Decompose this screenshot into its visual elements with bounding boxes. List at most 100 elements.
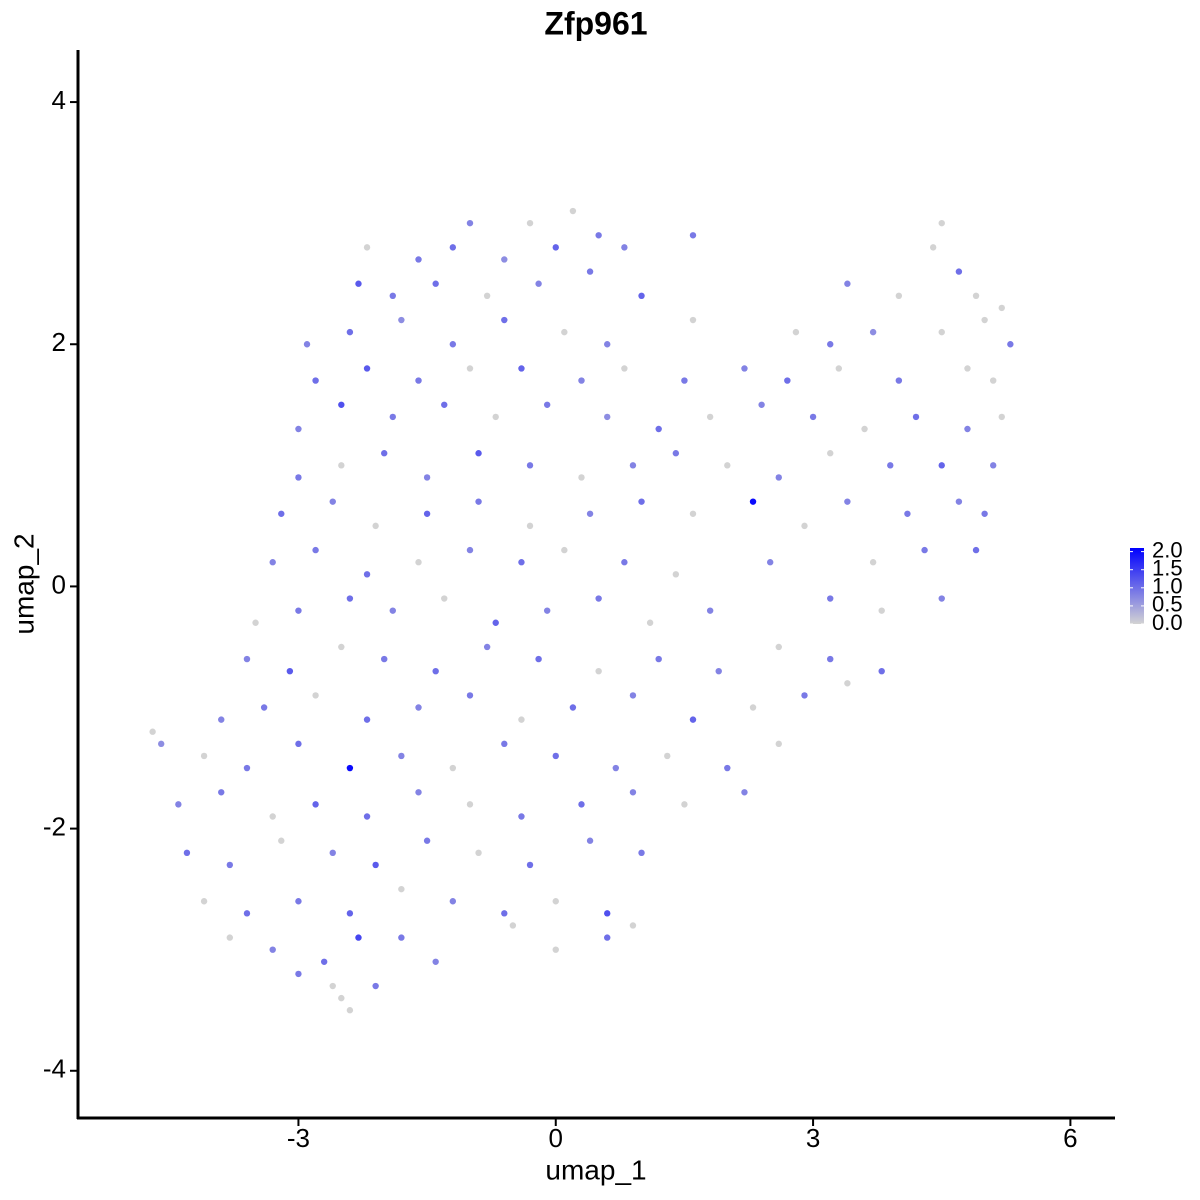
point <box>689 510 697 517</box>
point <box>595 232 602 239</box>
point <box>475 450 482 457</box>
point <box>621 559 628 566</box>
point <box>595 595 602 602</box>
point <box>346 1007 354 1014</box>
point <box>844 680 851 687</box>
y-tick-label: -4 <box>43 1054 66 1084</box>
point <box>423 474 431 481</box>
point <box>964 425 971 433</box>
point <box>655 425 662 433</box>
point <box>226 861 234 869</box>
point <box>415 377 422 384</box>
point <box>844 280 851 287</box>
point <box>561 328 568 336</box>
colorbar-label: 1.5 <box>1152 556 1183 581</box>
point <box>972 546 980 554</box>
point <box>501 740 508 748</box>
point <box>363 365 371 372</box>
point <box>827 450 834 457</box>
y-tick-label: -2 <box>43 811 66 841</box>
point <box>569 704 577 711</box>
point <box>449 244 457 251</box>
colorbar <box>1130 548 1144 624</box>
point <box>955 498 963 505</box>
point <box>518 365 525 372</box>
x-tick-label: -3 <box>287 1123 310 1153</box>
point <box>887 462 894 469</box>
point <box>535 280 542 287</box>
point <box>552 752 559 760</box>
point <box>346 328 354 336</box>
point <box>869 328 877 336</box>
point <box>372 982 379 990</box>
point <box>398 752 405 760</box>
point <box>964 365 971 372</box>
point <box>715 667 722 675</box>
point <box>501 910 508 917</box>
point <box>775 643 782 651</box>
point <box>441 595 448 602</box>
point <box>938 595 945 602</box>
point <box>749 498 757 505</box>
point <box>466 365 474 372</box>
point <box>681 801 688 808</box>
point <box>638 849 645 857</box>
point <box>449 764 457 772</box>
point <box>526 861 534 869</box>
point <box>449 341 457 348</box>
point <box>432 667 439 675</box>
point <box>243 655 251 663</box>
point <box>689 232 697 239</box>
point <box>303 341 311 348</box>
point <box>363 813 371 820</box>
point <box>295 425 302 433</box>
point <box>724 462 731 469</box>
point <box>312 377 319 384</box>
point <box>269 813 276 820</box>
point <box>518 813 525 820</box>
point <box>758 401 765 408</box>
point <box>338 994 345 1002</box>
point <box>501 316 508 324</box>
point <box>990 377 997 384</box>
point <box>398 316 405 324</box>
point <box>295 740 302 748</box>
point <box>552 946 559 953</box>
point <box>878 667 885 675</box>
point <box>346 595 354 602</box>
point <box>295 898 302 905</box>
point <box>269 946 276 953</box>
point <box>741 789 748 796</box>
point <box>595 667 602 675</box>
point <box>260 704 268 711</box>
point <box>972 292 980 300</box>
point <box>269 559 276 566</box>
point <box>475 498 482 505</box>
point <box>329 982 336 990</box>
point <box>586 268 594 275</box>
point <box>672 450 680 457</box>
point <box>389 413 396 421</box>
point <box>604 934 611 941</box>
point <box>423 837 431 844</box>
point <box>835 365 843 372</box>
point <box>338 462 345 469</box>
points <box>149 207 1014 1014</box>
point <box>501 256 508 263</box>
point <box>243 910 251 917</box>
point <box>629 922 637 929</box>
point <box>278 837 285 844</box>
point <box>604 341 611 348</box>
point <box>998 413 1005 421</box>
y-tick-label: 0 <box>52 569 66 599</box>
point <box>423 510 431 517</box>
point <box>218 789 225 796</box>
point <box>629 789 637 796</box>
point <box>415 789 422 796</box>
point <box>706 413 714 421</box>
point <box>672 571 680 578</box>
point <box>526 522 534 530</box>
point <box>612 764 619 772</box>
point <box>629 462 637 469</box>
